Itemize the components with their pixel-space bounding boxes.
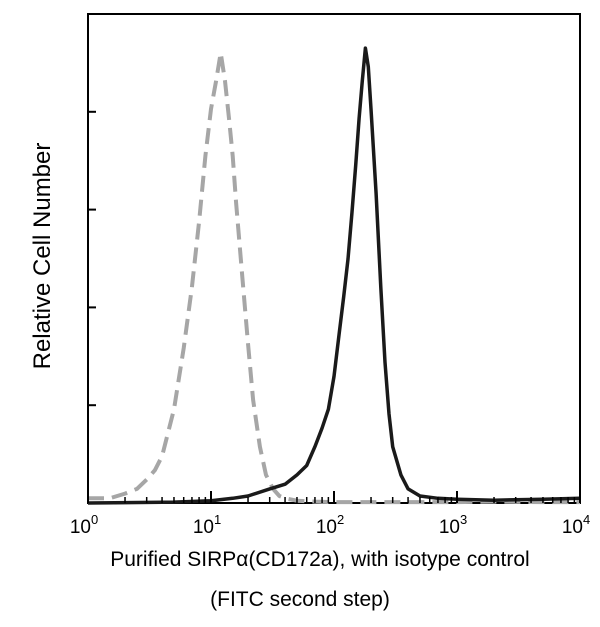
x-tick-label: 103 <box>439 512 467 538</box>
x-tick-label: 101 <box>193 512 221 538</box>
series-line-1 <box>88 50 580 505</box>
y-axis-title: Relative Cell Number <box>29 143 56 370</box>
plot-frame <box>87 13 581 504</box>
x-axis-title-line2: (FITC second step) <box>210 588 390 611</box>
x-tick-label: 100 <box>70 512 98 538</box>
x-tick-label: 102 <box>316 512 344 538</box>
x-tick-label: 104 <box>562 512 590 538</box>
series-line-2 <box>87 46 581 505</box>
x-axis-title: Purified SIRPα(CD172a), with isotype con… <box>110 548 530 571</box>
